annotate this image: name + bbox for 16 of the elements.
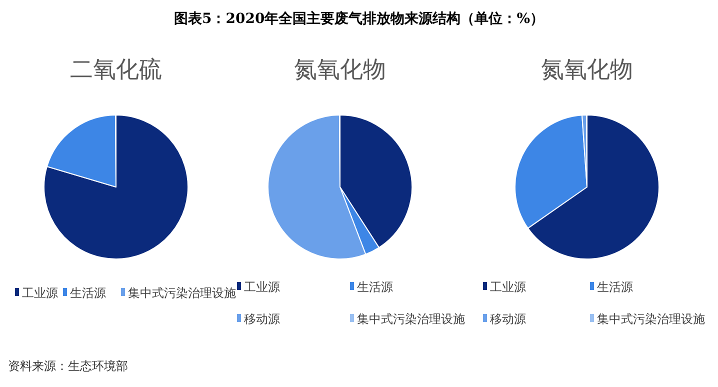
legend-label: 移动源 <box>490 312 526 326</box>
chart-title: 二氧化硫 <box>70 57 162 83</box>
legend-label: 生活源 <box>70 286 106 300</box>
legend-label: 集中式污染治理设施 <box>128 286 236 300</box>
legend-label: 工业源 <box>490 280 526 294</box>
chart-title: 氮氧化物 <box>294 57 386 83</box>
legend-label: 工业源 <box>244 280 280 294</box>
legend-label: 移动源 <box>244 312 280 326</box>
legend-label: 集中式污染治理设施 <box>597 312 705 326</box>
legend-label: 工业源 <box>22 286 58 300</box>
text: 资料来源：生态环境部 <box>8 359 128 373</box>
legend-label: 集中式污染治理设施 <box>357 312 465 326</box>
chart-title: 氮氧化物 <box>541 57 633 83</box>
legend-label: 生活源 <box>357 280 393 294</box>
legend-label: 生活源 <box>597 280 633 294</box>
text: 图表5：2020年全国主要废气排放物来源结构（单位：%） <box>174 10 544 27</box>
